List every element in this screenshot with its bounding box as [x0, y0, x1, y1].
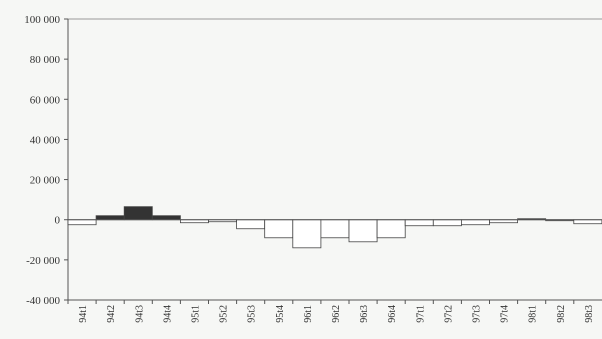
x-tick-label: 96t1	[303, 305, 314, 323]
bar	[404, 219, 434, 227]
x-tick-label: 98t2	[556, 305, 567, 323]
x-tick-label: 95t1	[190, 305, 201, 323]
y-tick-label: 40 000	[30, 134, 61, 146]
y-tick-label: 60 000	[30, 94, 61, 106]
bar	[573, 219, 602, 225]
x-tick-label: 96t3	[359, 305, 370, 323]
bar	[123, 206, 153, 221]
bar	[432, 219, 462, 227]
bar	[376, 219, 406, 239]
bar	[151, 215, 181, 221]
bar	[95, 215, 125, 221]
y-tick-label: 20 000	[30, 175, 61, 187]
x-tick-label: 94t3	[134, 305, 145, 323]
plot-area: 100 000 80 000 60 000 40 000 20 000 0 -20 000 -…	[24, 14, 602, 323]
x-tick-label: 95t4	[275, 305, 286, 323]
bar	[348, 219, 378, 243]
x-tick-label: 98t3	[584, 305, 595, 323]
bar	[320, 219, 350, 239]
y-tick-label: -20 000	[26, 255, 60, 267]
x-tick-label: 97t3	[471, 305, 482, 323]
x-tick-label: 97t2	[443, 305, 454, 323]
x-tick-label: 97t4	[500, 305, 511, 323]
bar	[264, 219, 294, 239]
x-tick-label: 96t4	[387, 305, 398, 323]
x-tick-label: 94t1	[78, 305, 89, 323]
y-tick-label: 100 000	[24, 14, 60, 26]
x-tick-label: 97t1	[415, 305, 426, 323]
y-tick-label: -40 000	[26, 295, 60, 307]
x-tick-label: 98t1	[528, 305, 539, 323]
bar	[236, 219, 266, 230]
x-tick-label: 94t4	[162, 305, 173, 323]
y-tick-label: 0	[55, 215, 61, 227]
y-tick-label: 80 000	[30, 54, 61, 66]
bar	[67, 219, 97, 226]
x-tick-label: 96t2	[331, 305, 342, 323]
x-tick-label: 95t2	[219, 305, 230, 323]
x-tick-label: 94t2	[106, 305, 117, 323]
bar	[292, 219, 322, 249]
x-tick-label: 95t3	[247, 305, 258, 323]
bar	[460, 219, 490, 226]
